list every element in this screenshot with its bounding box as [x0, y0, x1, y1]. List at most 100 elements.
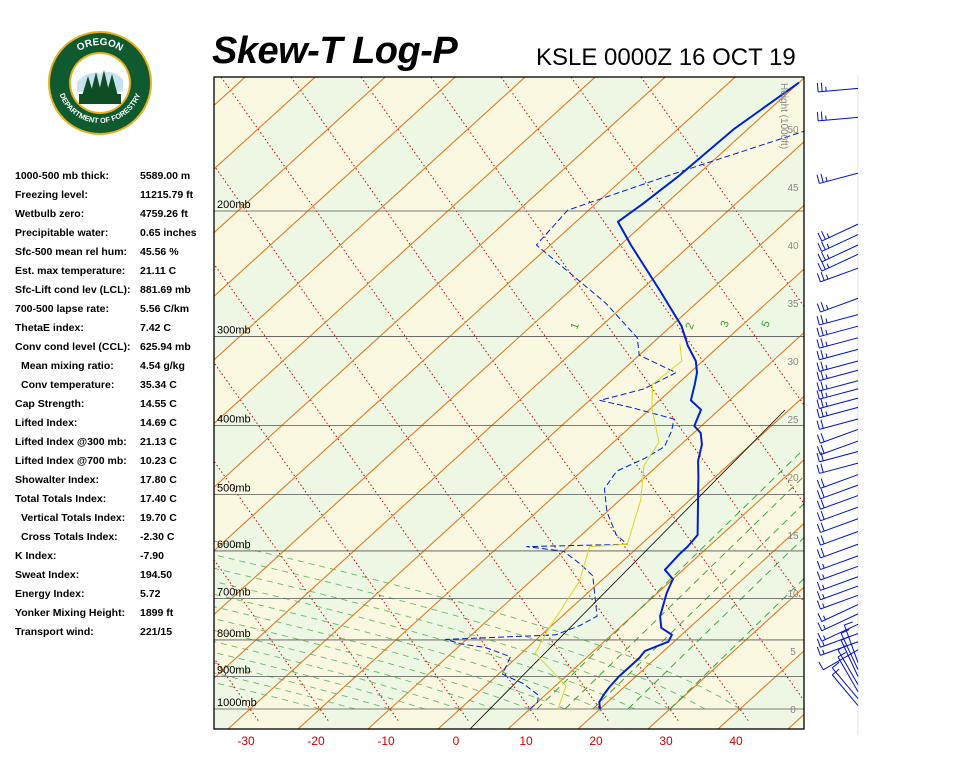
svg-text:OREGON: OREGON — [75, 37, 125, 54]
index-label: Lifted Index @700 mb: — [15, 455, 127, 467]
isotherm-line — [214, 77, 737, 552]
wetbulb-line — [534, 343, 683, 710]
isotherm-line — [297, 268, 804, 729]
index-value: 7.42 C — [140, 322, 171, 334]
temperature-band — [214, 78, 804, 679]
forestry-seal-icon: OREGON DEPARTMENT OF FORESTRY — [48, 31, 152, 135]
temperature-tick-label: 10 — [519, 734, 533, 748]
index-value: 19.70 C — [140, 512, 177, 524]
index-label: Cross Totals Index: — [21, 531, 118, 543]
index-label: Lifted Index @300 mb: — [15, 436, 127, 448]
index-row: Wetbulb zero: 4759.26 ft — [15, 206, 215, 225]
index-row: Yonker Mixing Height: 1899 ft — [15, 605, 215, 624]
isotherm-line — [214, 140, 804, 679]
height-tick-label: 15 — [787, 531, 799, 542]
index-value: 881.69 mb — [140, 284, 191, 296]
index-value: 5589.00 m — [140, 170, 191, 182]
index-row: Lifted Index: 14.69 C — [15, 415, 215, 434]
height-tick-label: 25 — [787, 415, 799, 426]
temperature-line — [598, 81, 800, 710]
index-value: 45.56 % — [140, 246, 179, 258]
index-row: Sweat Index: 194.50 — [15, 567, 215, 586]
index-row: Freezing level: 11215.79 ft — [15, 187, 215, 206]
pressure-label: 700mb — [217, 587, 251, 599]
index-value: 21.13 C — [140, 436, 177, 448]
index-value: 35.34 C — [140, 379, 177, 391]
odf-logo: OREGON DEPARTMENT OF FORESTRY — [47, 30, 153, 136]
index-label: Energy Index: — [15, 588, 85, 600]
moist-adiabat-line — [214, 554, 706, 710]
height-tick-label: 20 — [787, 473, 799, 484]
temperature-tick-label: 0 — [453, 734, 460, 748]
index-label: Conv cond level (CCL): — [15, 341, 131, 353]
index-label: Sweat Index: — [15, 569, 80, 581]
mixing-ratio-label: 3 — [719, 319, 732, 329]
index-value: 17.80 C — [140, 474, 177, 486]
isotherm-line — [367, 331, 804, 729]
index-value: 5.56 C/km — [140, 303, 190, 315]
temperature-tick-label: -20 — [307, 734, 325, 748]
chart-title: Skew-T Log-P — [212, 30, 458, 72]
index-label: Precipitable water: — [15, 227, 109, 239]
index-row: Est. max temperature: 21.11 C — [15, 263, 215, 282]
index-value: 4759.26 ft — [140, 208, 188, 220]
index-label: Yonker Mixing Height: — [15, 607, 126, 619]
temperature-band — [788, 714, 804, 729]
index-value: 14.69 C — [140, 417, 177, 429]
isotherm-line — [214, 77, 667, 488]
temperature-tick-label: -30 — [237, 734, 255, 748]
mixing-ratio-label: 2 — [684, 321, 697, 331]
dry-adiabat-line — [0, 36, 188, 720]
index-label: Showalter Index: — [15, 474, 100, 486]
temperature-tick-label: 30 — [659, 734, 673, 748]
isotherm-line — [214, 77, 387, 234]
index-label: Total Totals Index: — [15, 493, 107, 505]
mixing-ratio-label: 1 — [569, 321, 582, 331]
index-label: Sfc-Lift cond lev (LCL): — [15, 284, 131, 296]
index-row: Conv cond level (CCL): 625.94 mb — [15, 339, 215, 358]
index-row: Mean mixing ratio: 4.54 g/kg — [15, 358, 215, 377]
isotherm-line — [214, 77, 804, 616]
index-value: 21.11 C — [140, 265, 177, 277]
temperature-tick-label: -10 — [377, 734, 395, 748]
index-value: 11215.79 ft — [140, 189, 194, 201]
index-label: 1000-500 mb thick: — [15, 170, 109, 182]
index-row: Lifted Index @700 mb: 10.23 C — [15, 453, 215, 472]
height-tick-label: 50 — [787, 125, 799, 136]
index-value: 10.23 C — [140, 455, 177, 467]
isotherm-line — [214, 77, 527, 361]
height-tick-label: 45 — [787, 183, 799, 194]
index-value: -7.90 — [140, 550, 164, 562]
pressure-label: 400mb — [217, 413, 251, 425]
index-row: Precipitable water: 0.65 inches — [15, 225, 215, 244]
temperature-band — [214, 141, 804, 729]
index-value: 5.72 — [140, 588, 161, 600]
isotherm-line — [853, 72, 960, 734]
index-value: 0.65 inches — [140, 227, 197, 239]
station-datetime: KSLE 0000Z 16 OCT 19 — [536, 44, 796, 71]
index-label: Est. max temperature: — [15, 265, 126, 277]
index-row: Total Totals Index: 17.40 C — [15, 491, 215, 510]
index-label: Lifted Index: — [15, 417, 78, 429]
index-label: Cap Strength: — [15, 398, 85, 410]
mixing-ratio-label: 5 — [760, 319, 773, 329]
index-value: 625.94 mb — [140, 341, 191, 353]
index-value: -2.30 C — [140, 531, 175, 543]
pressure-label: 600mb — [217, 539, 251, 551]
index-row: 700-500 lapse rate: 5.56 C/km — [15, 301, 215, 320]
index-label: Vertical Totals Index: — [21, 512, 126, 524]
height-tick-label: 35 — [787, 299, 799, 310]
isotherm-line — [0, 72, 181, 734]
index-label: Mean mixing ratio: — [21, 360, 114, 372]
moist-adiabat-line — [214, 593, 601, 710]
isotherm-line — [214, 77, 247, 107]
index-row: Lifted Index @300 mb: 21.13 C — [15, 434, 215, 453]
index-row: Showalter Index: 17.80 C — [15, 472, 215, 491]
height-tick-label: 40 — [787, 241, 799, 252]
index-row: Energy Index: 5.72 — [15, 586, 215, 605]
isotherm-line — [214, 77, 597, 425]
plot-border — [213, 76, 805, 730]
index-value: 221/15 — [140, 626, 173, 638]
